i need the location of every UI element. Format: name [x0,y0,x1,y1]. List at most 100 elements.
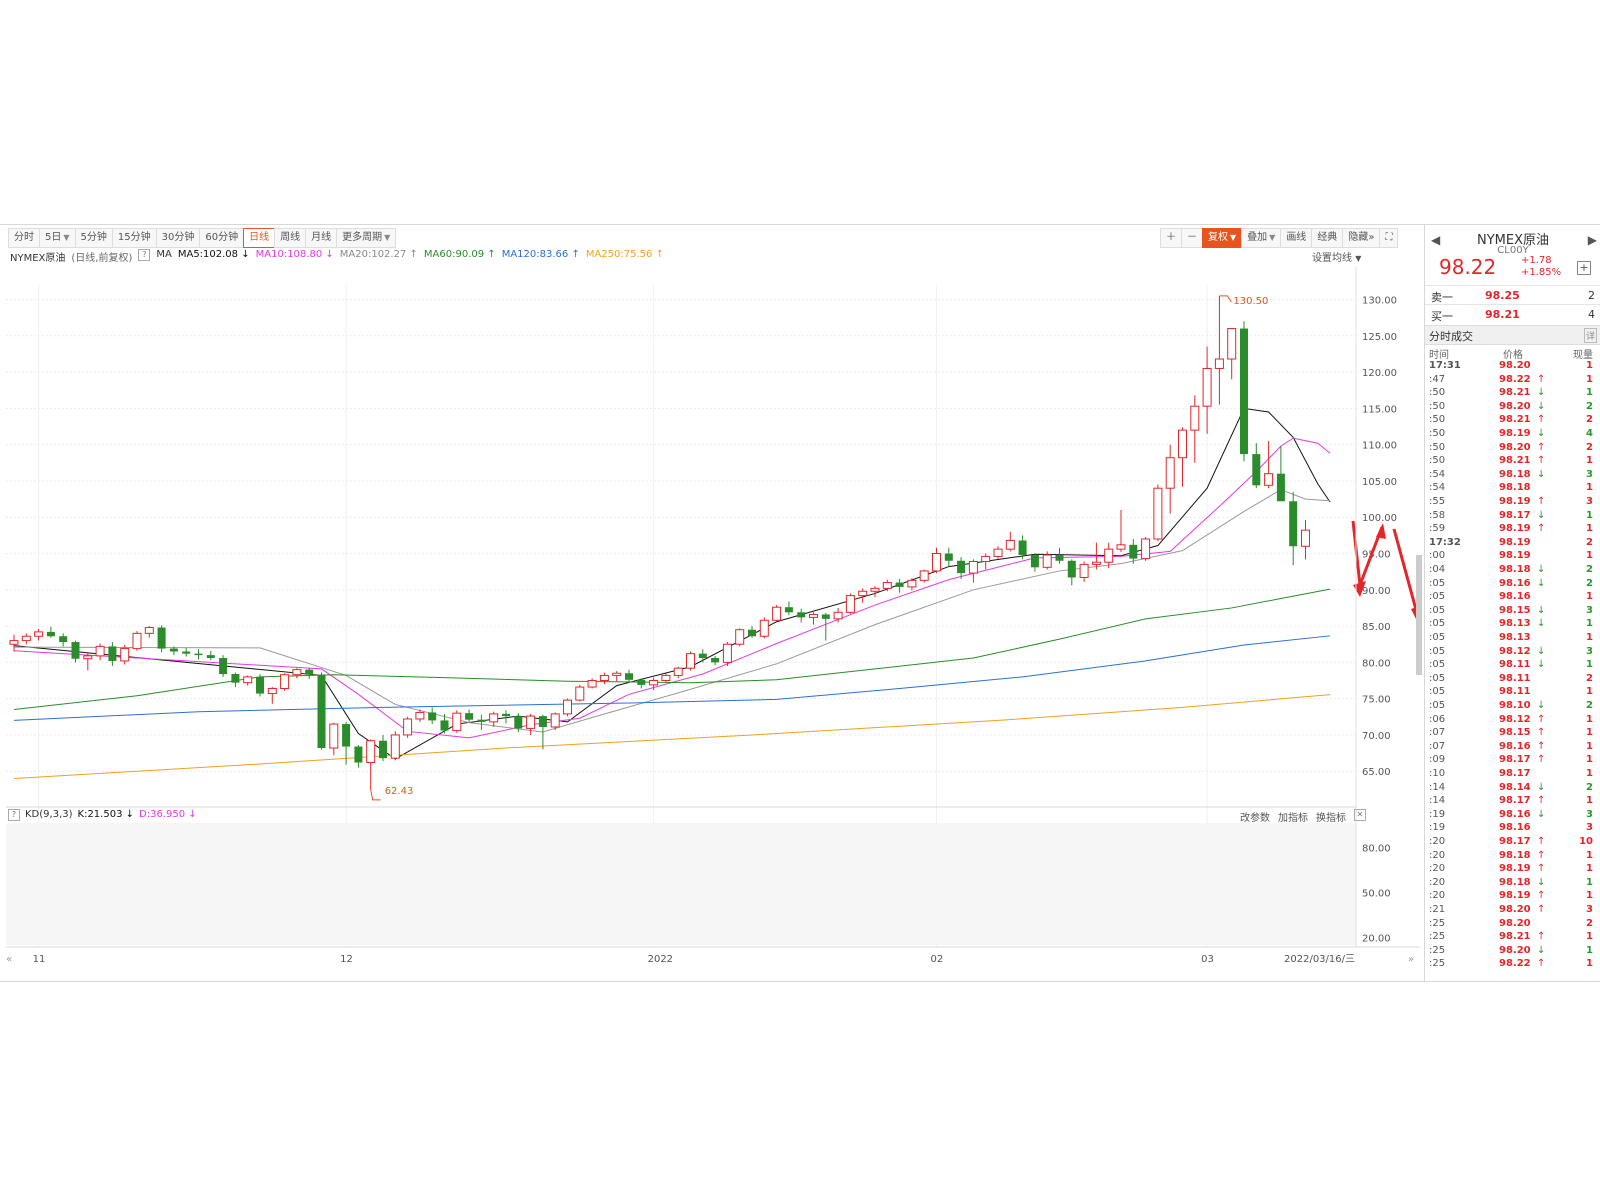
prev-instrument-icon[interactable]: ◀ [1431,233,1441,247]
help-icon[interactable]: ? [8,809,20,821]
tab-60min[interactable]: 60分钟 [199,228,245,248]
trade-volume: 1 [1586,632,1593,643]
candle-body-up [526,715,536,729]
trade-volume: 1 [1586,727,1593,739]
candle-body-up [1042,554,1052,568]
scrollbar[interactable] [1416,555,1422,675]
trade-row: :14 98.14 ↓ 2 [1425,782,1595,795]
trade-time: :20 [1429,849,1446,861]
trade-row: :58 98.17 ↓ 1 [1425,510,1595,523]
tab-daily[interactable]: 日线 [243,228,276,248]
candle-body-down [379,740,387,759]
arrow-down-icon: ↓ [1537,876,1546,888]
arrow-down-icon: ↓ [1537,400,1546,412]
candle-body-up [563,699,572,715]
arrow-down-icon: ↓ [1537,659,1546,671]
trade-price: 98.19 [1499,550,1531,562]
candle-body-up [1190,405,1200,431]
arrow-up-icon: ↑ [1537,523,1546,535]
date-tick-label: 2022/03/16/三 [1284,954,1355,965]
red-arrow-line [1392,528,1420,618]
tab-30min[interactable]: 30分钟 [155,228,201,248]
scroll-right-icon[interactable]: » [1408,954,1414,965]
hide-button[interactable]: 隐藏» [1342,228,1381,248]
chevron-down-icon: ▼ [384,233,391,242]
candle-body-up [34,631,44,637]
date-tick-label: 02 [931,954,944,965]
candle-body-down [194,653,203,656]
arrow-up-icon: ↑ [1537,958,1546,970]
trade-row: :50 98.21 ↑ 1 [1425,455,1595,468]
next-instrument-icon[interactable]: ▶ [1587,233,1597,247]
tab-weekly[interactable]: 周线 [274,228,307,248]
help-icon[interactable]: ? [138,249,151,261]
trade-volume: 1 [1586,754,1593,766]
trade-price: 98.21 [1499,387,1531,399]
tab-more-periods[interactable]: 更多周期 ▼ [336,228,397,248]
candle-body-down [108,646,117,661]
trade-price: 98.19 [1499,496,1531,507]
buy-one-row: 买一 98.21 4 [1425,304,1600,323]
ma250-value: MA250:75.56 ↑ [586,249,664,265]
add-watchlist-icon[interactable]: + [1577,261,1591,275]
price-plot-area [6,267,1356,807]
draw-button[interactable]: 画线 [1280,228,1313,248]
trade-volume: 1 [1586,591,1593,603]
trade-volume: 2 [1586,700,1593,711]
quote-panel: ◀ ▶ NYMEX原油 CL00Y 98.22 +1.78 +1.85% + 卖… [1424,225,1600,981]
candle-body-up [858,590,868,597]
edit-params-button[interactable]: 改参数 [1240,813,1270,824]
ma20-value: MA20:102.27 ↑ [340,249,418,265]
chevron-down-icon: ▼ [63,233,70,242]
add-indicator-button[interactable]: 加指标 [1278,813,1308,824]
trade-time: 17:31 [1429,360,1461,371]
candle-body-down [784,607,793,613]
trade-row: :54 98.18 ↓ 3 [1425,469,1595,482]
trade-volume: 1 [1586,373,1593,385]
candle-body-up [882,582,892,589]
tab-5min[interactable]: 5分钟 [74,228,113,248]
arrow-down-icon: ↓ [1537,944,1546,956]
candle-body-up [919,570,929,581]
trade-price: 98.22 [1499,373,1531,385]
trade-price: 98.17 [1499,836,1531,847]
close-icon[interactable]: ✕ [1354,809,1366,821]
trade-volume: 1 [1586,944,1593,956]
overlay-label: 叠加 [1247,232,1268,243]
price-change: +1.78 +1.85% [1521,255,1561,279]
trade-volume: 1 [1586,523,1593,535]
trade-row: :20 98.19 ↑ 1 [1425,890,1595,903]
buy-label: 买一 [1431,310,1453,323]
ma250-text: MA250:75.56 [585,249,653,260]
switch-indicator-button[interactable]: 换指标 [1316,813,1346,824]
low-label: 62.43 [385,786,414,797]
ma-legend: NYMEX原油 (日线,前复权) ? MA MA5:102.08 ↓ MA10:… [10,249,664,265]
candle-body-down [821,614,830,619]
scroll-left-icon[interactable]: « [6,954,12,965]
panel-code: CL00Y [1497,245,1529,256]
kd-tools: 改参数 加指标 换指标 ✕ [1240,809,1366,824]
adjust-label: 复权 [1208,232,1228,243]
sell-volume: 2 [1588,289,1595,302]
trade-volume: 1 [1586,550,1593,562]
set-ma-button[interactable]: 设置均线 ▼ [1312,249,1361,264]
candle-body-up [1104,548,1114,563]
trade-price: 98.22 [1499,958,1531,970]
trade-row: :05 98.13 ↓ 1 [1425,618,1595,631]
trade-price: 98.11 [1499,686,1531,698]
arrow-down-icon: ↓ [1537,468,1546,480]
trade-row: 17:32 98.19 2 [1425,537,1595,550]
trade-time: :19 [1429,822,1446,834]
trade-price: 98.18 [1499,468,1531,480]
trade-volume: 1 [1586,482,1593,494]
fullscreen-icon[interactable]: ⛶ [1379,228,1399,248]
chart-canvas[interactable]: 130.00 125.00 120.00 115.00 110.00 105.00 100.… [0,225,1424,981]
trade-time: :58 [1429,509,1446,521]
trades-detail-button[interactable]: 详 [1583,328,1597,343]
candle-body-down [538,716,547,727]
candle-body-down [305,669,314,675]
candle-body-up [132,632,142,650]
set-ma-label: 设置均线 [1312,253,1352,264]
candle-body-up [280,674,290,689]
change-abs: +1.78 [1521,255,1552,266]
